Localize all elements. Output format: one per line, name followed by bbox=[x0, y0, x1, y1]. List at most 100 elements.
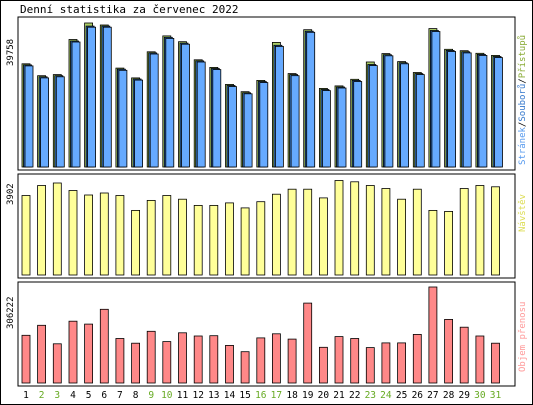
bar-pages-day-31 bbox=[494, 57, 503, 168]
bar-pages-day-2 bbox=[40, 77, 49, 168]
bar-pages-day-7 bbox=[118, 69, 128, 168]
bar-bandwidth-day-16 bbox=[256, 337, 266, 384]
bar-pages-day-25 bbox=[400, 63, 410, 168]
bar-bandwidth-day-19 bbox=[303, 302, 313, 384]
day-label-25: 25 bbox=[396, 390, 407, 401]
bar-bandwidth-day-11 bbox=[178, 332, 187, 384]
bar-bandwidth-day-18 bbox=[287, 338, 297, 384]
day-label-9: 9 bbox=[148, 390, 154, 401]
panel-bandwidth-frame bbox=[17, 281, 516, 387]
bar-pages-day-11 bbox=[181, 43, 190, 168]
day-label-22: 22 bbox=[349, 390, 360, 401]
bar-pages-day-4 bbox=[71, 41, 81, 168]
legend-hits-panel: Stránek/Souborů/Přístupů bbox=[517, 35, 528, 165]
bar-visits-day-16 bbox=[256, 201, 266, 276]
bar-pages-day-21 bbox=[337, 87, 347, 168]
bar-bandwidth-day-2 bbox=[37, 324, 46, 384]
bandwidth-bars bbox=[21, 286, 500, 384]
bar-bandwidth-day-23 bbox=[365, 347, 375, 384]
bar-bandwidth-day-30 bbox=[475, 335, 485, 384]
bar-pages-day-15 bbox=[243, 93, 253, 168]
hits-max-label: 39758 bbox=[6, 39, 16, 66]
bar-visits-day-6 bbox=[99, 192, 109, 276]
bar-visits-day-5 bbox=[84, 194, 93, 276]
bar-pages-day-23 bbox=[368, 65, 378, 168]
bar-visits-day-17 bbox=[271, 193, 281, 276]
bar-bandwidth-day-20 bbox=[318, 346, 328, 384]
bar-bandwidth-day-12 bbox=[193, 335, 203, 384]
bar-bandwidth-day-21 bbox=[334, 336, 344, 384]
bar-pages-day-28 bbox=[447, 51, 457, 168]
bar-pages-day-29 bbox=[462, 52, 472, 168]
bar-visits-day-3 bbox=[52, 182, 62, 276]
bar-visits-day-22 bbox=[350, 181, 360, 276]
day-label-10: 10 bbox=[161, 390, 173, 401]
bar-pages-day-3 bbox=[55, 76, 65, 168]
day-label-24: 24 bbox=[380, 390, 392, 401]
day-label-19: 19 bbox=[302, 390, 314, 401]
bar-visits-day-31 bbox=[491, 186, 500, 276]
chart-title: Denní statistika za červenec 2022 bbox=[20, 3, 239, 16]
day-label-26: 26 bbox=[412, 390, 424, 401]
day-label-17: 17 bbox=[271, 390, 282, 401]
day-label-4: 4 bbox=[70, 390, 76, 401]
bar-bandwidth-day-5 bbox=[84, 323, 93, 384]
bar-pages-day-26 bbox=[415, 74, 425, 168]
day-label-28: 28 bbox=[443, 390, 455, 401]
day-label-16: 16 bbox=[255, 390, 267, 401]
day-label-2: 2 bbox=[39, 390, 45, 401]
bar-pages-day-30 bbox=[478, 55, 488, 168]
bar-bandwidth-day-26 bbox=[412, 333, 422, 384]
bar-visits-day-10 bbox=[162, 195, 172, 276]
bar-visits-day-1 bbox=[21, 195, 31, 276]
bar-pages-day-18 bbox=[290, 75, 300, 168]
legend-pages: Stránek bbox=[518, 126, 528, 165]
day-label-14: 14 bbox=[224, 390, 236, 401]
bar-visits-day-7 bbox=[115, 195, 125, 276]
day-label-7: 7 bbox=[117, 390, 123, 401]
bar-pages-day-1 bbox=[24, 65, 34, 168]
bar-visits-day-29 bbox=[459, 188, 469, 276]
legend-files: Souborů bbox=[517, 84, 528, 122]
legend-bandwidth: Objem přenosu bbox=[518, 302, 528, 372]
day-axis-labels: 1 2 3 4 5 6 7 8 9 10 11 12 13 14 15 16 17 18 19 20 21 22 23 24 2… bbox=[23, 390, 501, 401]
day-label-15: 15 bbox=[239, 390, 250, 401]
legend-sep-1: / bbox=[518, 122, 528, 127]
bar-bandwidth-day-14 bbox=[225, 344, 234, 384]
day-label-12: 12 bbox=[192, 390, 203, 401]
bar-visits-day-19 bbox=[303, 188, 313, 276]
bar-visits-day-24 bbox=[381, 188, 391, 276]
day-label-5: 5 bbox=[86, 390, 92, 401]
bar-visits-day-15 bbox=[240, 207, 250, 276]
bar-pages-day-13 bbox=[212, 69, 222, 168]
bar-visits-day-9 bbox=[146, 199, 156, 276]
bar-bandwidth-day-25 bbox=[397, 342, 407, 384]
bar-bandwidth-day-6 bbox=[99, 308, 109, 384]
bar-pages-day-14 bbox=[228, 86, 237, 168]
bar-bandwidth-day-1 bbox=[21, 334, 31, 384]
bar-pages-day-12 bbox=[196, 61, 206, 168]
bar-pages-day-8 bbox=[134, 79, 144, 168]
bar-pages-day-16 bbox=[259, 82, 269, 168]
bar-pages-day-20 bbox=[321, 90, 331, 168]
bar-visits-day-27 bbox=[428, 209, 438, 276]
day-label-3: 3 bbox=[54, 390, 60, 401]
bar-bandwidth-day-22 bbox=[350, 338, 360, 384]
day-label-18: 18 bbox=[286, 390, 298, 401]
day-label-13: 13 bbox=[208, 390, 219, 401]
bar-visits-day-12 bbox=[193, 204, 203, 276]
bar-visits-day-11 bbox=[178, 198, 187, 276]
bar-visits-day-26 bbox=[412, 188, 422, 276]
panel-hits-frame bbox=[17, 16, 516, 171]
bar-visits-day-23 bbox=[365, 185, 375, 276]
day-label-29: 29 bbox=[458, 390, 470, 401]
bar-visits-day-25 bbox=[397, 198, 407, 276]
day-label-30: 30 bbox=[474, 390, 486, 401]
day-label-11: 11 bbox=[177, 390, 189, 401]
bar-visits-day-8 bbox=[131, 209, 141, 276]
bandwidth-max-label: 306222 bbox=[6, 296, 16, 329]
bar-pages-day-22 bbox=[353, 81, 363, 168]
panel-visits-frame bbox=[17, 173, 516, 279]
legend-sep-2: / bbox=[518, 78, 528, 83]
bar-visits-day-18 bbox=[287, 188, 297, 276]
